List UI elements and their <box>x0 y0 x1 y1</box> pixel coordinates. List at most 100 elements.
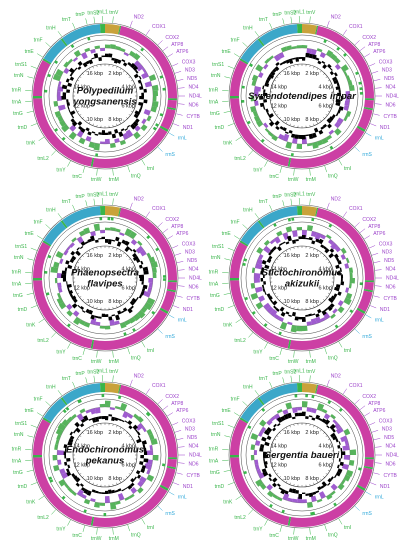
trna-mark <box>327 400 331 404</box>
gene-label: trnK <box>26 499 36 505</box>
trna-mark <box>311 395 314 398</box>
gene-label: ND5 <box>187 76 197 82</box>
gc-content-bar <box>141 93 144 96</box>
gene-leader-line <box>176 296 182 298</box>
gc-skew-bar <box>292 138 298 144</box>
gc-skew-bar <box>341 64 349 72</box>
gc-content-bar <box>118 418 122 421</box>
gene-label: rrnL <box>178 136 187 142</box>
gene-label: trnL2 <box>37 338 49 344</box>
gene-label: ND5 <box>384 76 394 82</box>
gene-label: ND4 <box>386 267 396 273</box>
gc-skew-bar <box>344 105 349 111</box>
gc-content-bar <box>322 61 326 64</box>
trna-mark <box>291 153 294 156</box>
gc-skew-bar <box>57 96 62 101</box>
gc-skew-bar <box>153 455 159 461</box>
gc-content-bar <box>315 490 319 493</box>
gc-content-bar <box>330 68 333 71</box>
gene-label: COX3 <box>379 59 393 65</box>
gc-skew-bar <box>100 503 105 506</box>
gene-label: trnF <box>231 219 240 225</box>
kbp-label: 6 kbp <box>318 285 331 291</box>
gene-label: COX1 <box>152 24 166 30</box>
gene-leader-line <box>364 236 370 239</box>
gene-leader-line <box>130 380 132 386</box>
gene-leader-line <box>31 306 37 308</box>
kbp-label: 16 kbp <box>87 253 104 259</box>
gene-segment <box>259 24 297 45</box>
gene-segment <box>33 60 50 96</box>
gc-content-bar <box>66 89 70 93</box>
gene-leader-line <box>169 133 175 136</box>
gc-skew-bar <box>251 455 254 460</box>
gene-leader-line <box>294 351 295 357</box>
gc-skew-bar <box>255 464 260 470</box>
gene-leader-line <box>355 506 360 511</box>
gc-content-bar <box>285 131 289 134</box>
gene-label: trnV <box>306 369 316 375</box>
trna-mark <box>294 394 297 397</box>
gene-leader-line <box>72 382 75 388</box>
gc-skew-bar <box>74 50 81 57</box>
gene-label: trnM <box>109 177 119 183</box>
gc-skew-bar <box>66 304 72 310</box>
gene-label: trnL1 <box>96 10 108 16</box>
gc-content-bar <box>143 99 147 103</box>
gene-label: ATP6 <box>373 231 385 237</box>
gene-segment <box>105 383 120 393</box>
gene-label: ND3 <box>382 68 392 74</box>
gc-skew-bar <box>274 236 281 243</box>
gc-skew-bar <box>344 71 348 76</box>
gene-label: trnK <box>223 140 233 146</box>
gc-content-bar <box>72 303 78 308</box>
gc-content-bar <box>264 442 269 446</box>
gene-leader-line <box>172 245 178 248</box>
trna-mark <box>335 324 339 328</box>
gene-leader-line <box>373 473 379 475</box>
gene-segment <box>161 109 176 130</box>
gene-leader-line <box>234 236 240 239</box>
gc-content-bar <box>136 439 142 444</box>
gene-leader-line <box>86 200 88 206</box>
gene-leader-line <box>355 399 360 404</box>
gc-content-bar <box>98 238 102 240</box>
gene-leader-line <box>177 261 183 262</box>
gene-leader-line <box>280 526 282 532</box>
gene-label: trnI <box>344 348 351 354</box>
gene-leader-line <box>369 63 375 66</box>
gc-content-bar <box>65 260 70 265</box>
trna-mark <box>249 63 253 67</box>
gene-segment <box>62 206 100 227</box>
gene-leader-line <box>248 333 252 338</box>
gene-leader-line <box>113 169 114 175</box>
trna-mark <box>339 408 343 412</box>
gene-label: ND2 <box>134 197 144 203</box>
gene-label: rrnS <box>165 511 175 517</box>
gene-leader-line <box>339 160 342 166</box>
gene-leader-line <box>366 133 372 136</box>
gene-label: trnS1 <box>15 244 27 250</box>
gc-content-bar <box>305 238 309 240</box>
gc-content-bar <box>127 420 132 425</box>
gene-label: trnM <box>306 359 316 365</box>
gc-content-bar <box>98 316 102 318</box>
gc-skew-bar <box>297 407 302 410</box>
gene-leader-line <box>370 306 376 308</box>
gene-label: rrnL <box>375 495 384 501</box>
gc-content-bar <box>61 96 66 100</box>
kbp-label: 4 kbp <box>318 85 331 91</box>
gc-content-bar <box>309 415 313 417</box>
gc-skew-bar <box>66 310 72 316</box>
gene-leader-line <box>97 351 98 357</box>
trna-mark <box>358 82 361 85</box>
gene-label: trnN <box>211 255 221 261</box>
trna-mark <box>163 275 166 278</box>
gc-content-bar <box>102 130 105 135</box>
gene-leader-line <box>142 519 145 525</box>
trna-mark <box>241 100 244 103</box>
gc-skew-bar <box>350 278 355 284</box>
gene-label: trnL1 <box>96 369 108 375</box>
gene-label: trnP <box>76 12 86 18</box>
